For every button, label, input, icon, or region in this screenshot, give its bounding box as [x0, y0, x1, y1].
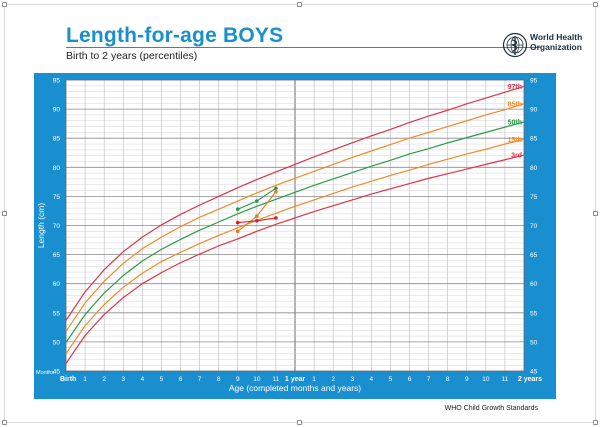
y-tick-label-left: 70: [53, 223, 61, 230]
measurement-point: [255, 199, 259, 203]
x-tick-label: 1: [83, 376, 87, 383]
percentile-label-85th: 85th: [508, 101, 522, 108]
y-axis-title: Length (cm): [36, 203, 46, 249]
y-tick-label-right: 95: [530, 78, 538, 85]
measurement-point: [235, 220, 240, 225]
x-tick-label: 2: [331, 376, 335, 383]
measurement-point: [274, 186, 278, 191]
y-tick-label-left: 45: [53, 369, 61, 376]
y-tick-label-left: 90: [53, 107, 61, 114]
measurement-point: [235, 207, 240, 212]
x-tick-label: 5: [160, 376, 164, 383]
x-corner-label: Months: [36, 370, 54, 376]
measurement-point: [255, 214, 259, 218]
percentile-label-15th: 15th: [508, 137, 522, 144]
percentile-curve-85th: [65, 103, 525, 332]
plot-border: [65, 79, 525, 372]
x-tick-label: 2 years: [518, 376, 542, 383]
resize-handle-bottom-right[interactable]: [593, 420, 598, 425]
x-tick-label: 8: [446, 376, 450, 383]
x-tick-label: 10: [253, 376, 261, 383]
resize-handle-left[interactable]: [2, 211, 7, 216]
percentile-curve-15th: [65, 138, 525, 354]
x-tick-label: Birth: [60, 376, 76, 383]
footer-credit: WHO Child Growth Standards: [444, 405, 538, 412]
percentile-curve-50th: [65, 121, 525, 343]
percentile-label-97th: 97th: [508, 84, 522, 91]
x-tick-label: 2: [102, 376, 106, 383]
x-tick-label: 8: [217, 376, 221, 383]
who-emblem-icon: [502, 32, 528, 58]
resize-handle-bottom-left[interactable]: [2, 420, 7, 425]
measurement-point: [255, 219, 259, 223]
x-tick-label: 7: [427, 376, 431, 383]
y-tick-label-left: 55: [53, 310, 61, 317]
y-tick-label-left: 85: [53, 136, 61, 143]
y-tick-label-left: 80: [53, 165, 61, 172]
y-tick-label-left: 95: [53, 78, 61, 85]
y-tick-label-right: 85: [530, 136, 538, 143]
chart-subtitle: Birth to 2 years (percentiles): [66, 50, 198, 62]
resize-handle-top[interactable]: [297, 2, 302, 7]
resize-handle-top-left[interactable]: [2, 2, 7, 7]
x-tick-label: 4: [370, 376, 374, 383]
resize-handle-top-right[interactable]: [593, 2, 598, 7]
y-tick-label-right: 70: [530, 223, 538, 230]
y-tick-label-right: 80: [530, 165, 538, 172]
y-tick-label-right: 50: [530, 339, 538, 346]
y-tick-label-right: 60: [530, 281, 538, 288]
x-axis-title: Age (completed months and years): [229, 383, 361, 393]
x-tick-label: 11: [273, 376, 280, 383]
x-tick-label: 6: [408, 376, 412, 383]
who-name-line2: Organization: [530, 41, 582, 52]
y-tick-label-right: 75: [530, 194, 538, 201]
title-rule: [66, 47, 541, 48]
x-tick-label: 6: [179, 376, 183, 383]
percentile-label-50th: 50th: [508, 119, 522, 126]
x-tick-label: 5: [389, 376, 393, 383]
x-tick-label: 9: [236, 376, 240, 383]
x-tick-label: 11: [502, 376, 509, 383]
x-tick-label: 10: [482, 376, 490, 383]
y-tick-label-left: 50: [53, 339, 61, 346]
percentile-curve-97th: [65, 85, 525, 321]
x-tick-label: 3: [121, 376, 125, 383]
y-tick-label-right: 65: [530, 252, 538, 259]
x-tick-label: 3: [350, 376, 354, 383]
measurement-point: [235, 229, 240, 234]
who-name-line1: World Health: [530, 32, 583, 42]
x-tick-label: 1: [312, 376, 316, 383]
x-tick-label: 1 year: [285, 376, 306, 383]
chart-container: 45 45 50 50 55 55 60 60 65 65 70 70 75 75 80 80 85 85 90 90…: [34, 73, 556, 399]
y-tick-label-right: 45: [530, 369, 538, 376]
chart-title: Length-for-age BOYS: [66, 24, 284, 47]
y-tick-label-right: 55: [530, 310, 538, 317]
y-tick-label-left: 75: [53, 194, 61, 201]
resize-handle-right[interactable]: [593, 211, 598, 216]
x-tick-label: 7: [198, 376, 202, 383]
measurement-point: [274, 216, 278, 220]
percentile-curve-3rd: [65, 154, 525, 364]
x-tick-label: 4: [141, 376, 145, 383]
y-tick-label-left: 60: [53, 281, 61, 288]
y-tick-label-left: 65: [53, 252, 61, 259]
y-tick-label-right: 90: [530, 107, 538, 114]
measurement-point: [274, 189, 278, 194]
x-tick-label: 9: [465, 376, 469, 383]
percentile-label-3rd: 3rd: [511, 153, 522, 160]
who-name: World Health Organization: [530, 32, 583, 52]
resize-handle-bottom[interactable]: [297, 420, 302, 425]
